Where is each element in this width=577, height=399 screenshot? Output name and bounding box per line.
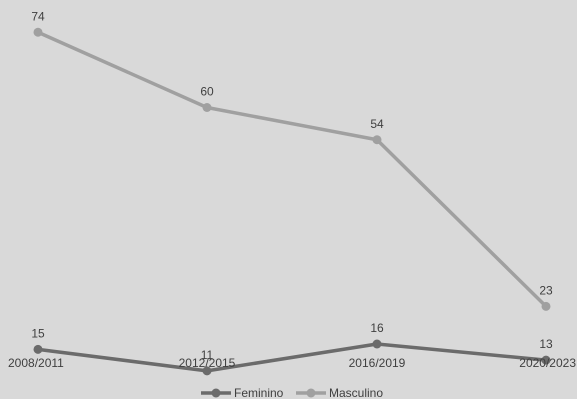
legend-item-masculino: Masculino	[296, 386, 383, 399]
masculino-data-label-1: 60	[200, 85, 214, 99]
feminino-data-label-2: 16	[370, 321, 384, 335]
x-tick-label-1: 2012/2015	[179, 356, 236, 370]
feminino-data-label-1: 11	[201, 348, 214, 362]
masculino-point-0	[33, 27, 43, 37]
x-tick-label-2: 2016/2019	[349, 356, 406, 370]
legend-marker-masculino	[306, 388, 316, 398]
legend-label-masculino: Masculino	[329, 386, 383, 399]
masculino-data-label-2: 54	[370, 117, 384, 131]
feminino-point-3	[541, 355, 551, 365]
feminino-data-label-0: 15	[31, 326, 45, 340]
masculino-series-line	[36, 30, 548, 309]
legend-label-feminino: Feminino	[234, 386, 284, 399]
legend: Feminino Masculino	[201, 386, 383, 399]
x-axis: 2008/2011 2012/2015 2016/2019 2020/2023	[8, 356, 576, 370]
feminino-point-1	[202, 366, 212, 376]
legend-marker-feminino	[211, 388, 221, 398]
x-tick-label-0: 2008/2011	[8, 356, 64, 370]
masculino-point-1	[202, 103, 212, 112]
feminino-point-0	[33, 344, 43, 354]
feminino-data-label-3: 13	[539, 337, 553, 351]
x-tick-label-3: 2020/2023	[519, 356, 576, 370]
series-layer: 15 11 16 13 74 60 54 23	[31, 9, 553, 376]
masculino-data-label-3: 23	[539, 283, 553, 297]
feminino-series-line	[36, 342, 548, 373]
masculino-point-3	[541, 301, 551, 311]
masculino-data-label-0: 74	[31, 9, 45, 23]
legend-item-feminino: Feminino	[201, 386, 284, 399]
masculino-point-2	[372, 135, 382, 145]
feminino-point-2	[372, 339, 382, 349]
